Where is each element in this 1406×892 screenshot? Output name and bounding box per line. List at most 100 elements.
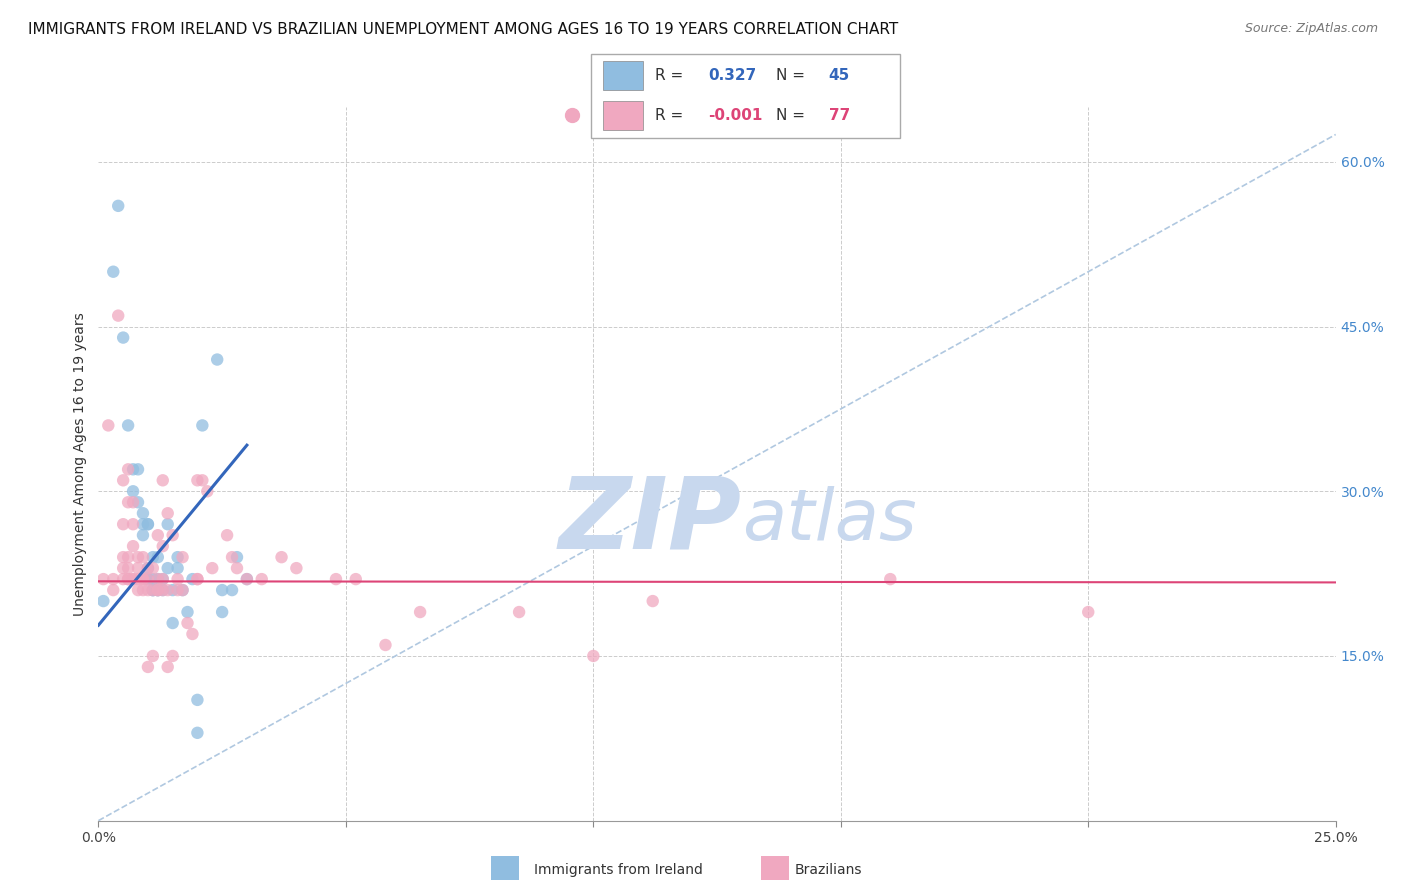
Point <box>221 583 243 598</box>
Point <box>142 583 165 598</box>
Point <box>146 583 169 598</box>
Point <box>136 660 159 674</box>
Point <box>172 583 194 598</box>
Point <box>132 572 155 586</box>
Text: Immigrants from Ireland: Immigrants from Ireland <box>534 863 703 877</box>
Text: N =: N = <box>776 68 810 83</box>
Point <box>409 605 432 619</box>
Point <box>127 561 149 575</box>
Text: N =: N = <box>776 108 810 123</box>
Point <box>136 572 159 586</box>
Text: 0.327: 0.327 <box>709 68 756 83</box>
Text: atlas: atlas <box>742 486 917 556</box>
Point <box>136 517 159 532</box>
Point <box>136 583 159 598</box>
Point <box>162 648 184 663</box>
Point <box>127 583 149 598</box>
Point <box>156 583 179 598</box>
Point <box>156 561 179 575</box>
Point <box>236 572 259 586</box>
Point <box>211 583 233 598</box>
Point <box>201 561 224 575</box>
Point <box>142 572 165 586</box>
Text: R =: R = <box>655 68 689 83</box>
Point <box>176 605 198 619</box>
Point <box>162 583 184 598</box>
Point <box>186 572 208 586</box>
Point <box>122 462 145 476</box>
Point <box>103 265 125 279</box>
Text: R =: R = <box>655 108 689 123</box>
Point <box>211 605 233 619</box>
Point <box>172 583 194 598</box>
Point <box>152 572 174 586</box>
Point <box>122 572 145 586</box>
Point <box>217 528 239 542</box>
Point <box>152 583 174 598</box>
Point <box>156 660 179 674</box>
Point <box>146 583 169 598</box>
Text: IMMIGRANTS FROM IRELAND VS BRAZILIAN UNEMPLOYMENT AMONG AGES 16 TO 19 YEARS CORR: IMMIGRANTS FROM IRELAND VS BRAZILIAN UNE… <box>28 22 898 37</box>
Point <box>117 550 139 565</box>
Text: Source: ZipAtlas.com: Source: ZipAtlas.com <box>1244 22 1378 36</box>
Point <box>156 517 179 532</box>
Text: 45: 45 <box>828 68 851 83</box>
Point <box>172 550 194 565</box>
Point <box>186 726 208 740</box>
Point <box>122 484 145 499</box>
Point <box>127 462 149 476</box>
Point <box>156 506 179 520</box>
Point <box>191 473 214 487</box>
Point <box>166 550 188 565</box>
Point <box>191 418 214 433</box>
Point <box>122 539 145 553</box>
Text: -0.001: -0.001 <box>709 108 762 123</box>
Point <box>127 495 149 509</box>
Point <box>186 473 208 487</box>
Point <box>103 583 125 598</box>
Point <box>374 638 396 652</box>
Point <box>162 615 184 630</box>
Point <box>285 561 308 575</box>
Point <box>325 572 347 586</box>
Point <box>127 572 149 586</box>
Point <box>181 572 204 586</box>
Point <box>221 550 243 565</box>
Text: 77: 77 <box>828 108 851 123</box>
Point <box>166 572 188 586</box>
Point <box>205 352 228 367</box>
Point <box>195 484 218 499</box>
Point <box>146 572 169 586</box>
Point <box>1077 605 1099 619</box>
Point <box>132 583 155 598</box>
Point <box>270 550 292 565</box>
Point <box>117 495 139 509</box>
Point <box>112 330 135 344</box>
Point <box>166 561 188 575</box>
Point <box>97 418 120 433</box>
Point <box>152 473 174 487</box>
FancyBboxPatch shape <box>591 54 900 138</box>
Point <box>142 583 165 598</box>
Point <box>122 572 145 586</box>
Point <box>132 550 155 565</box>
Point <box>146 572 169 586</box>
Point <box>93 594 115 608</box>
Point <box>162 528 184 542</box>
Point <box>136 561 159 575</box>
Point <box>136 517 159 532</box>
Point <box>146 528 169 542</box>
Point <box>112 517 135 532</box>
Point <box>117 572 139 586</box>
Point <box>107 309 129 323</box>
Point <box>107 199 129 213</box>
Y-axis label: Unemployment Among Ages 16 to 19 years: Unemployment Among Ages 16 to 19 years <box>73 312 87 615</box>
Point <box>93 572 115 586</box>
Point <box>152 583 174 598</box>
Point <box>142 648 165 663</box>
Point <box>117 418 139 433</box>
Point <box>142 550 165 565</box>
Point <box>236 572 259 586</box>
Point <box>250 572 273 586</box>
Point <box>117 462 139 476</box>
